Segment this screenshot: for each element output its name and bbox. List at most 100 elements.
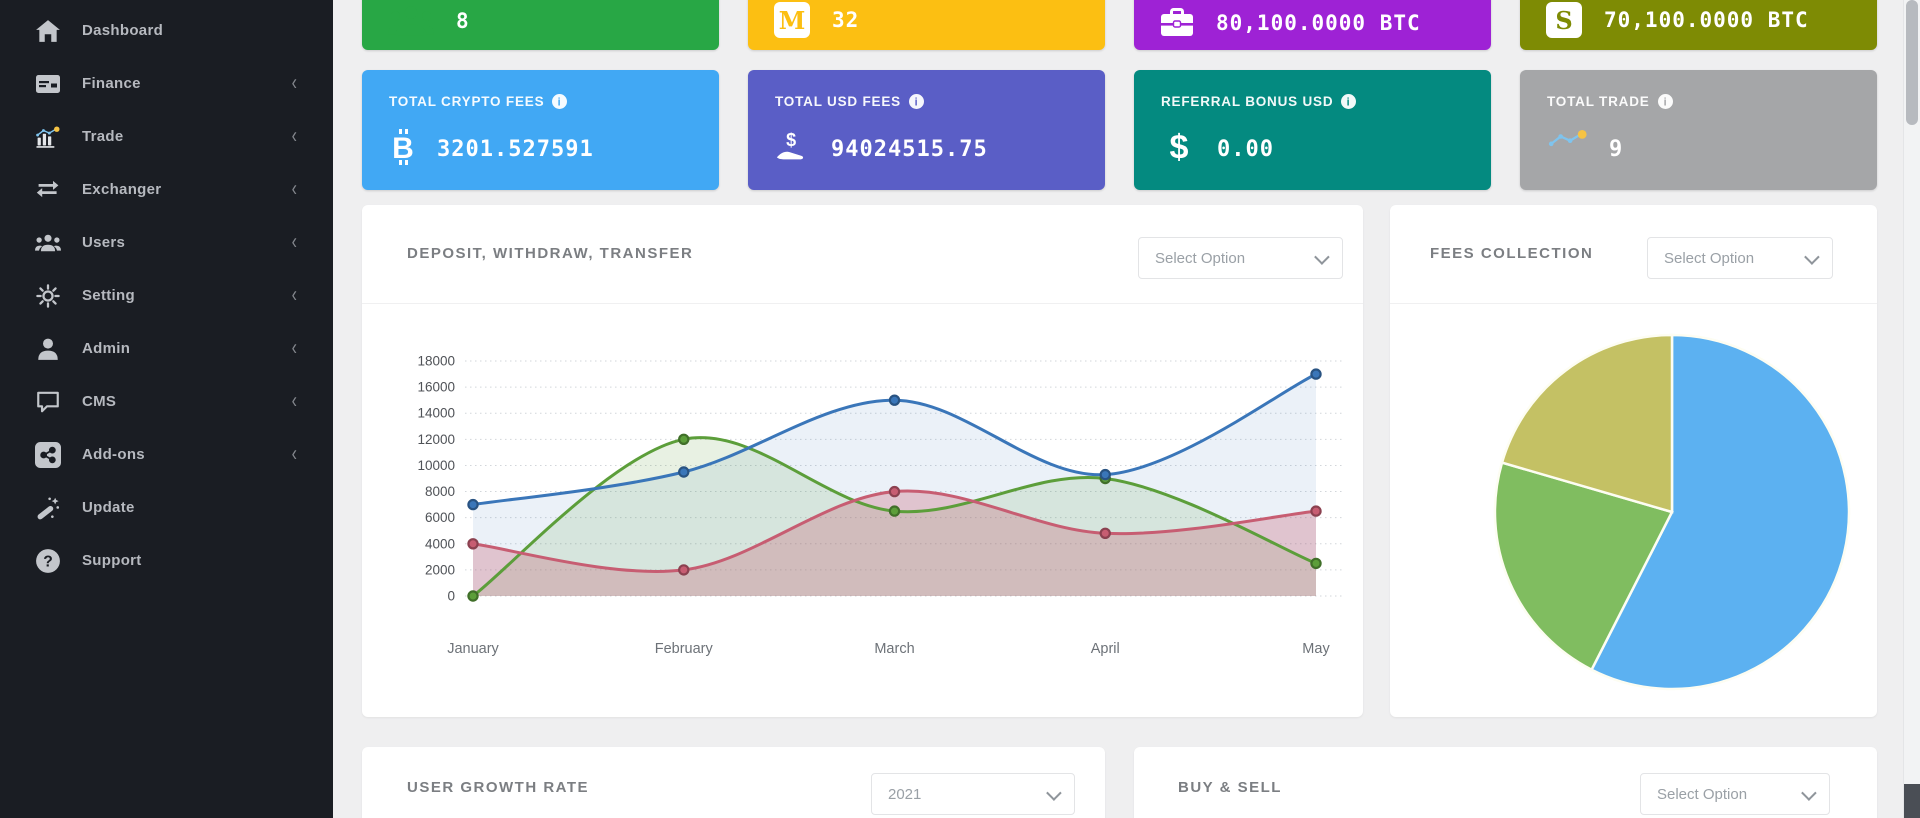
svg-text:0: 0	[447, 589, 455, 604]
sidebar-item-label: Update	[82, 499, 135, 516]
svg-text:March: March	[874, 641, 914, 657]
sidebar-item-trade[interactable]: Trade ‹	[0, 110, 333, 163]
buy-sell-title: BUY & SELL	[1178, 779, 1282, 796]
sidebar-item-label: Finance	[82, 75, 141, 92]
summary-card-4: S 70,100.0000 BTC	[1520, 0, 1877, 50]
svg-text:B: B	[392, 132, 414, 165]
stat-card-value: 0.00	[1217, 136, 1274, 162]
transactions-chart-card: DEPOSIT, WITHDRAW, TRANSFER Select Optio…	[362, 205, 1363, 717]
info-icon: i	[1657, 94, 1673, 109]
sidebar-item-add-ons[interactable]: Add-ons ‹	[0, 428, 333, 481]
gear-icon	[33, 281, 63, 311]
sidebar-item-label: Trade	[82, 128, 124, 145]
stat-card-label: TOTAL CRYPTO FEES	[389, 94, 545, 109]
sidebar-item-label: Support	[82, 552, 142, 569]
svg-text:?: ?	[43, 553, 53, 570]
users-group-icon	[388, 4, 434, 38]
transactions-filter-select[interactable]: Select Option	[1138, 237, 1343, 279]
sidebar-item-label: Exchanger	[82, 181, 162, 198]
letter-s-icon: S	[1546, 2, 1582, 38]
stat-card-label: REFERRAL BONUS USD	[1161, 94, 1334, 109]
vertical-scrollbar[interactable]	[1903, 0, 1920, 818]
divider	[1390, 303, 1877, 304]
sidebar-item-label: CMS	[82, 393, 117, 410]
svg-text:$: $	[786, 130, 796, 150]
sidebar-item-label: Setting	[82, 287, 135, 304]
buy-sell-filter-select[interactable]: Select Option	[1640, 773, 1830, 815]
trade-chart-icon	[33, 122, 63, 152]
chevron-left-icon: ‹	[291, 176, 297, 201]
sidebar-item-dashboard[interactable]: Dashboard	[0, 4, 333, 57]
fees-collection-pie-chart	[1493, 333, 1851, 691]
chevron-left-icon: ‹	[291, 70, 297, 95]
chevron-left-icon: ‹	[291, 282, 297, 307]
summary-card-value: 80,100.0000 BTC	[1216, 11, 1421, 35]
info-icon: i	[552, 94, 568, 109]
admin-user-icon	[33, 334, 63, 364]
summary-card-3: 80,100.0000 BTC	[1134, 0, 1491, 50]
scrollbar-thumb[interactable]	[1906, 0, 1918, 125]
sidebar-item-label: Add-ons	[82, 446, 145, 463]
svg-text:$: $	[1170, 129, 1189, 165]
user-growth-rate-title: USER GROWTH RATE	[407, 779, 590, 796]
transactions-chart-title: DEPOSIT, WITHDRAW, TRANSFER	[407, 245, 694, 262]
svg-text:i: i	[915, 97, 919, 109]
sidebar-item-label: Dashboard	[82, 22, 164, 39]
update-wand-icon	[33, 493, 63, 523]
users-group-icon	[33, 228, 63, 258]
svg-text:April: April	[1091, 641, 1120, 657]
chevron-left-icon: ‹	[291, 441, 297, 466]
svg-text:6000: 6000	[425, 510, 455, 525]
fees-filter-select[interactable]: Select Option	[1647, 237, 1833, 279]
chevron-down-icon	[1314, 248, 1330, 265]
svg-text:14000: 14000	[417, 406, 455, 421]
addons-share-icon	[33, 440, 63, 470]
sidebar-item-support[interactable]: ? Support	[0, 534, 333, 587]
stat-card-total-trade: TOTAL TRADE i 9	[1520, 70, 1877, 190]
stat-card-total-crypto-fees: TOTAL CRYPTO FEES i B 3201.527591	[362, 70, 719, 190]
svg-text:18000: 18000	[417, 354, 455, 369]
summary-card-1: 8	[362, 0, 719, 50]
deposit-withdraw-transfer-line-chart: 0 2000 4000 6000 8000 10000 12000 14000 16000 180…	[417, 354, 1345, 657]
sidebar-item-setting[interactable]: Setting ‹	[0, 269, 333, 322]
sidebar-item-admin[interactable]: Admin ‹	[0, 322, 333, 375]
svg-text:2000: 2000	[425, 562, 455, 577]
hand-dollar-icon: $	[775, 129, 811, 170]
fees-filter-select-value: Select Option	[1664, 249, 1755, 267]
svg-text:10000: 10000	[417, 458, 455, 473]
fees-collection-card: FEES COLLECTION Select Option	[1390, 205, 1877, 717]
svg-text:16000: 16000	[417, 380, 455, 395]
briefcase-icon	[1160, 8, 1194, 38]
sidebar-item-label: Admin	[82, 340, 131, 357]
svg-text:February: February	[655, 641, 714, 657]
chevron-left-icon: ‹	[291, 388, 297, 413]
stat-card-label: TOTAL USD FEES	[775, 94, 901, 109]
home-icon	[33, 16, 63, 46]
svg-text:8000: 8000	[425, 484, 455, 499]
sidebar-item-exchanger[interactable]: Exchanger ‹	[0, 163, 333, 216]
stat-card-total-usd-fees: TOTAL USD FEES i $94024515.75	[748, 70, 1105, 190]
exchange-arrows-icon	[33, 175, 63, 205]
buy-sell-filter-select-value: Select Option	[1657, 785, 1748, 803]
svg-text:i: i	[1663, 97, 1667, 109]
buy-sell-card: BUY & SELL Select Option	[1134, 747, 1877, 818]
summary-card-value: 8	[456, 9, 470, 33]
svg-text:January: January	[447, 641, 499, 657]
user-growth-rate-card: USER GROWTH RATE 2021	[362, 747, 1105, 818]
stat-card-value: 9	[1609, 136, 1624, 162]
summary-card-2: M 32	[748, 0, 1105, 50]
trade-chart-icon	[1547, 129, 1589, 170]
finance-card-icon	[33, 69, 63, 99]
support-question-icon: ?	[33, 546, 63, 576]
dollar-icon: $	[1161, 128, 1197, 170]
user-growth-year-select[interactable]: 2021	[871, 773, 1075, 815]
stat-card-value: 3201.527591	[437, 136, 594, 162]
sidebar-item-update[interactable]: Update	[0, 481, 333, 534]
sidebar-item-users[interactable]: Users ‹	[0, 216, 333, 269]
chevron-down-icon	[1801, 784, 1817, 801]
sidebar-item-cms[interactable]: CMS ‹	[0, 375, 333, 428]
summary-card-value: 32	[832, 8, 860, 32]
sidebar-item-finance[interactable]: Finance ‹	[0, 57, 333, 110]
cms-chat-icon	[33, 387, 63, 417]
